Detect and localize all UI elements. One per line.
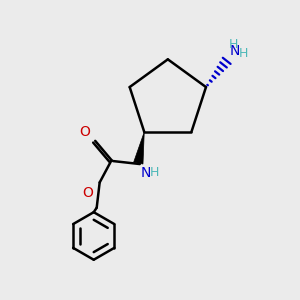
Polygon shape <box>134 132 144 164</box>
Text: O: O <box>79 125 90 140</box>
Text: N: N <box>141 166 151 179</box>
Text: H: H <box>150 166 159 178</box>
Text: H: H <box>239 47 248 60</box>
Text: O: O <box>82 186 93 200</box>
Text: N: N <box>230 44 240 58</box>
Text: H: H <box>228 38 238 50</box>
